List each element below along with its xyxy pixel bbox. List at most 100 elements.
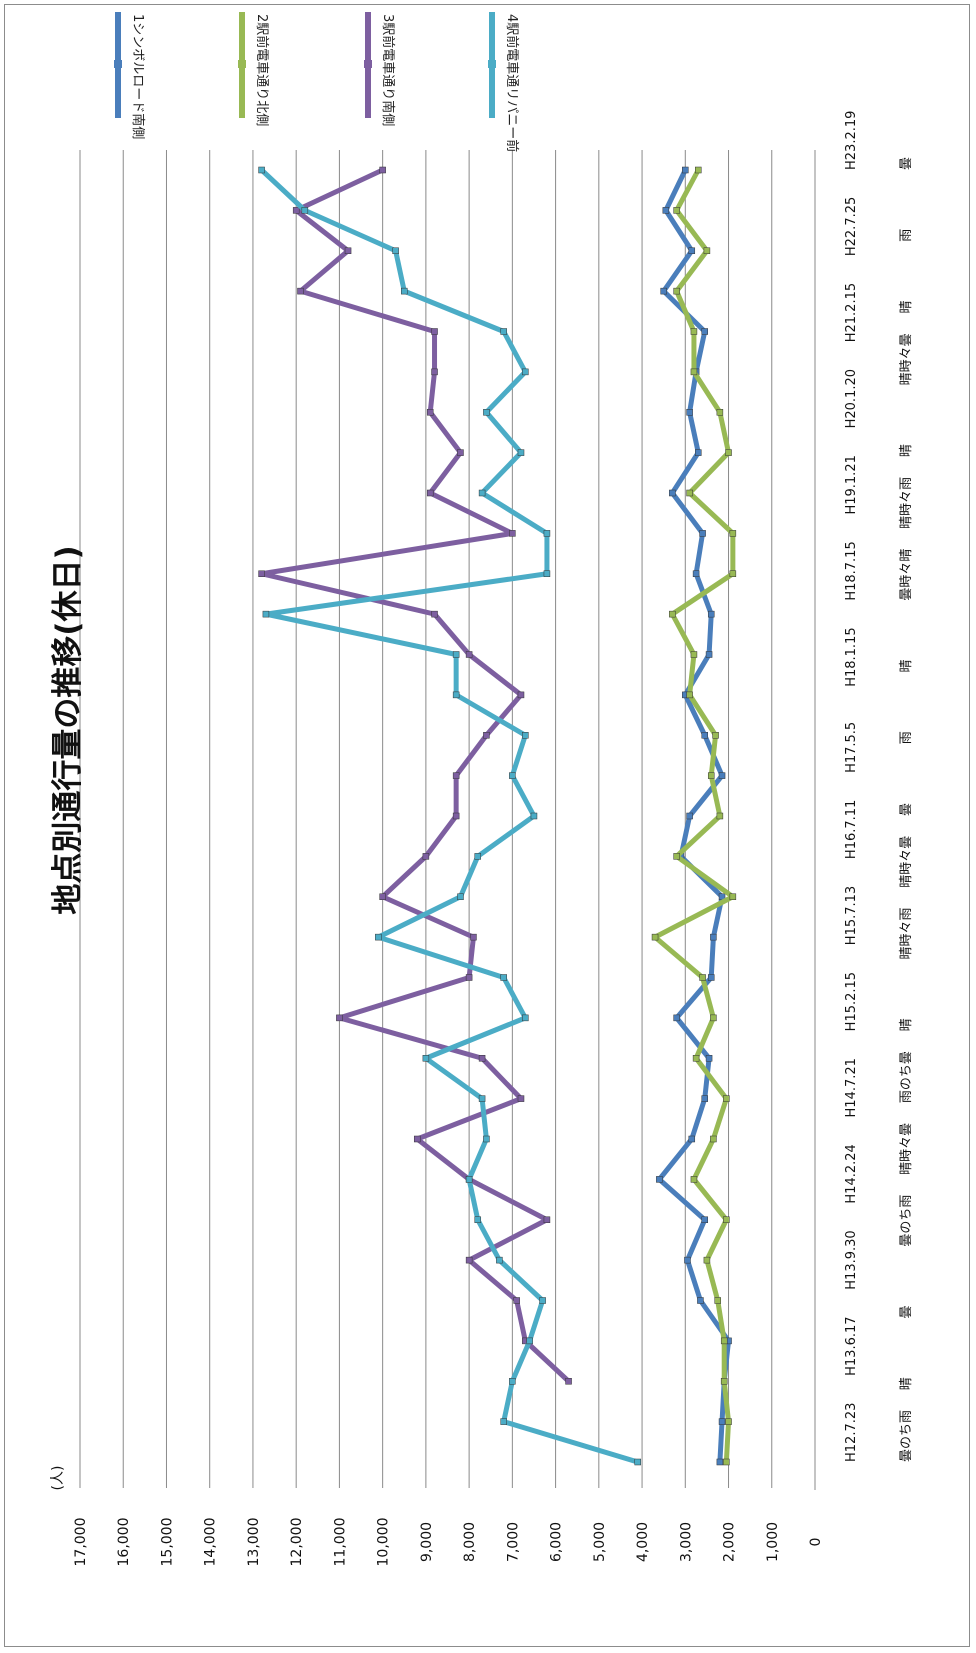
- data-point: [522, 732, 529, 739]
- data-point: [692, 1055, 700, 1062]
- x-tick-label: H22.7.25: [844, 197, 859, 256]
- data-point: [543, 530, 551, 537]
- x-tick-label: H15.2.15: [844, 972, 859, 1031]
- data-point: [297, 287, 304, 295]
- y-tick-label: 15,000: [159, 1518, 175, 1567]
- data-point: [686, 489, 693, 497]
- weather-label: 曇時々晴: [899, 549, 914, 601]
- data-point: [539, 1297, 546, 1304]
- legend-label: 4駅前電車通リパニー前: [504, 14, 520, 152]
- data-point: [465, 974, 473, 981]
- data-point: [478, 1095, 486, 1102]
- data-point: [517, 691, 525, 699]
- data-point: [673, 853, 680, 860]
- data-point: [686, 812, 693, 820]
- weather-label: 曇: [899, 803, 914, 816]
- weather-label: 晴: [899, 301, 914, 314]
- data-point: [474, 853, 482, 860]
- data-point: [720, 1378, 728, 1385]
- y-tick-label: 11,000: [332, 1518, 348, 1567]
- data-point: [707, 772, 715, 779]
- data-point: [697, 1297, 704, 1304]
- weather-label: 晴: [899, 1018, 914, 1031]
- data-point: [522, 1014, 529, 1022]
- data-point: [517, 449, 525, 456]
- data-point: [673, 287, 680, 295]
- x-tick-label: H16.7.11: [844, 800, 859, 859]
- y-axis-unit: (人): [50, 1466, 66, 1491]
- weather-label: 晴: [899, 659, 914, 672]
- data-point: [720, 1337, 728, 1345]
- weather-label: 晴時々曇: [899, 836, 914, 888]
- data-point: [509, 772, 516, 779]
- data-point: [483, 409, 490, 416]
- data-point: [705, 1055, 713, 1062]
- data-point: [292, 207, 300, 214]
- data-point: [474, 1216, 482, 1223]
- data-point: [718, 772, 726, 779]
- data-point: [673, 1014, 680, 1022]
- data-point: [478, 1055, 486, 1062]
- data-point: [500, 974, 507, 981]
- y-tick-label: 13,000: [246, 1518, 262, 1567]
- data-point: [375, 933, 382, 941]
- data-point: [522, 368, 529, 376]
- y-tick-label: 14,000: [203, 1518, 219, 1567]
- data-point: [718, 1418, 726, 1425]
- data-point: [695, 166, 702, 174]
- data-point: [452, 812, 460, 820]
- data-point: [688, 247, 696, 254]
- legend-item: 1シンボルロード南側: [114, 12, 146, 139]
- legend-item: 2駅前電車通り北側: [238, 12, 270, 126]
- data-point: [690, 651, 698, 658]
- data-point: [431, 610, 438, 618]
- data-point: [478, 489, 486, 497]
- data-point: [500, 1418, 507, 1425]
- y-tick-label: 7,000: [505, 1522, 521, 1562]
- y-tick-label: 3,000: [678, 1522, 694, 1562]
- data-point: [673, 207, 680, 214]
- data-point: [651, 933, 659, 941]
- weather-label: 晴: [899, 444, 914, 457]
- data-point: [543, 570, 551, 577]
- data-point: [707, 610, 715, 618]
- data-point: [690, 328, 698, 335]
- weather-label: 曇のち雨: [899, 1410, 914, 1462]
- x-tick-label: H12.7.23: [844, 1403, 859, 1462]
- data-point: [426, 489, 434, 497]
- gridlines: [79, 150, 773, 1488]
- data-point: [710, 1014, 717, 1022]
- data-point: [457, 893, 464, 900]
- y-tick-label: 2,000: [722, 1522, 738, 1562]
- legend-label: 2駅前電車通り北側: [254, 14, 270, 126]
- data-point: [379, 893, 386, 900]
- y-tick-label: 6,000: [549, 1522, 565, 1562]
- data-point: [457, 449, 464, 456]
- data-point: [513, 1297, 520, 1304]
- data-point: [517, 1095, 525, 1102]
- data-point: [500, 328, 507, 335]
- data-point: [426, 409, 434, 416]
- weather-label: 晴時々雨: [899, 908, 914, 960]
- data-point: [344, 247, 352, 254]
- legend-item: 3駅前電車通り南側: [364, 12, 396, 126]
- data-point: [699, 974, 706, 981]
- data-point: [656, 1176, 663, 1183]
- legend-marker: [488, 60, 496, 68]
- data-point: [431, 368, 438, 376]
- data-point: [723, 1216, 730, 1223]
- data-point: [725, 1418, 732, 1425]
- data-point: [686, 691, 693, 699]
- data-point: [565, 1378, 572, 1385]
- x-tick-label: H13.6.17: [844, 1316, 859, 1375]
- x-tick-label: H20.1.20: [844, 369, 859, 428]
- data-point: [701, 1095, 708, 1102]
- data-point: [705, 651, 713, 658]
- data-point: [413, 1135, 421, 1143]
- series-group: [258, 166, 641, 1466]
- x-tick-label: H18.1.15: [844, 627, 859, 686]
- weather-label: 晴時々曇: [899, 1123, 914, 1175]
- data-point: [716, 1458, 724, 1466]
- chart-title: 地点別通行量の推移(休日): [50, 545, 86, 914]
- data-point: [690, 368, 698, 376]
